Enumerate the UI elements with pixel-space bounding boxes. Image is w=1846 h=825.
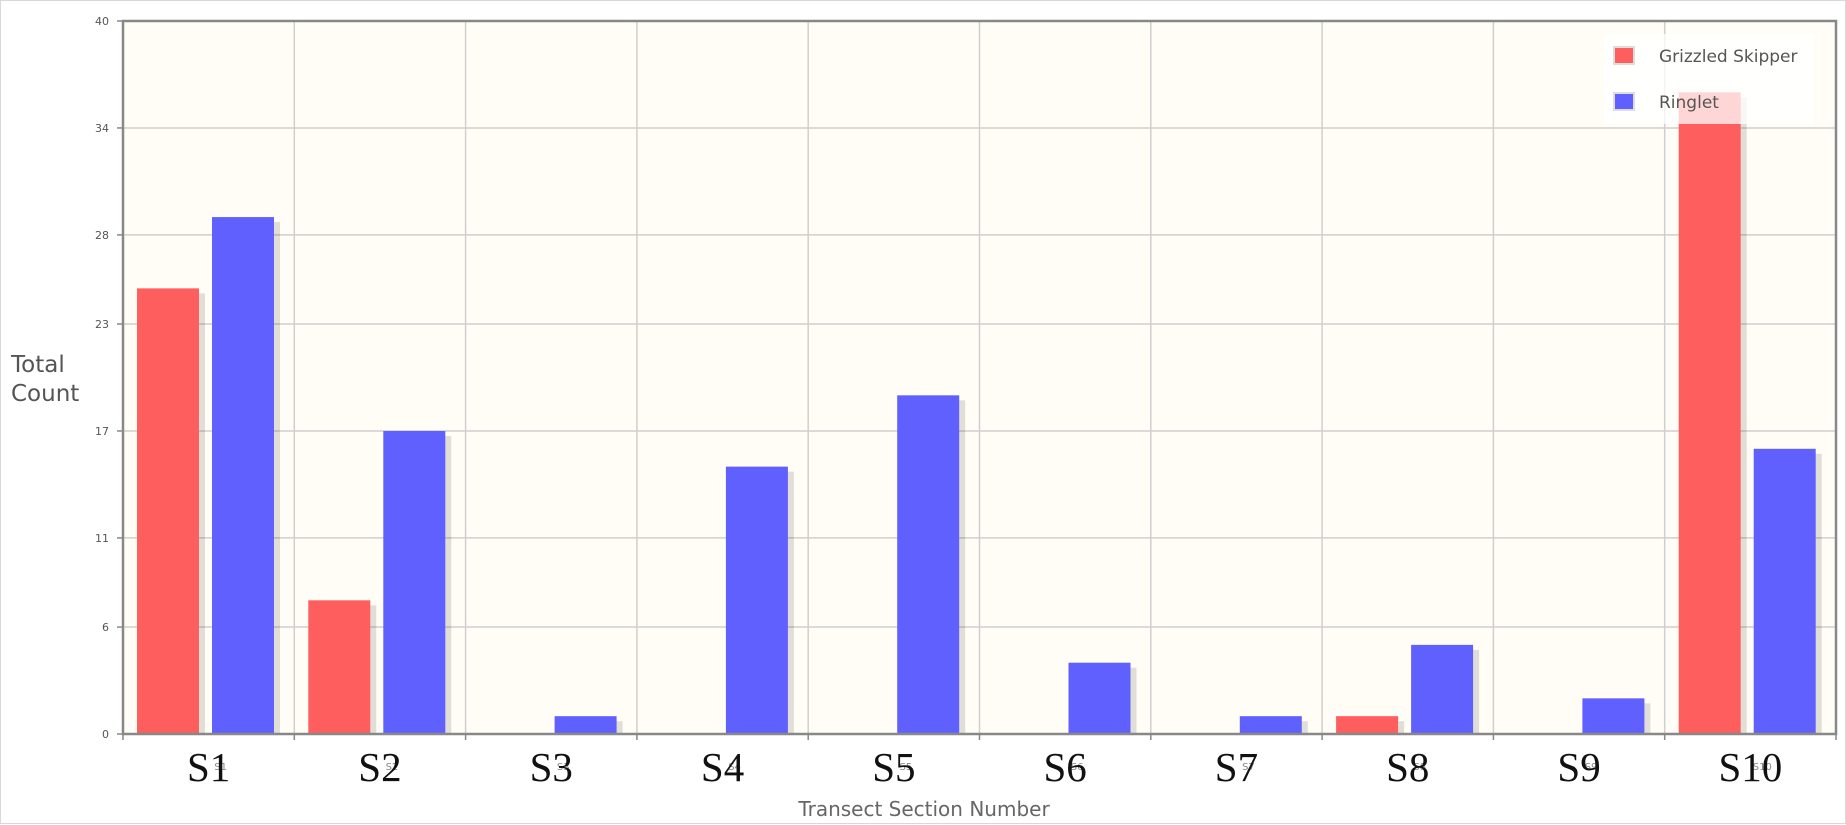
bar-grizzled-skipper-s8 bbox=[1336, 716, 1399, 734]
y-tick-labels: 0 6 11 17 23 28 34 40 bbox=[95, 15, 109, 741]
x-tick-label-small: S5 bbox=[899, 762, 912, 773]
x-tick-label-small: S2 bbox=[386, 762, 399, 773]
x-tick-label-small: S7 bbox=[1242, 762, 1255, 773]
x-tick-label: S5 bbox=[872, 744, 915, 790]
bar-ringlet-s4 bbox=[725, 466, 788, 734]
x-tick-label-small: S9 bbox=[1585, 762, 1598, 773]
x-tick-label: S2 bbox=[358, 744, 401, 790]
x-tick-label: S6 bbox=[1043, 744, 1086, 790]
x-tick-label: S4 bbox=[701, 744, 744, 790]
bar-ringlet-s9 bbox=[1582, 698, 1645, 734]
y-axis-label: Total Count bbox=[11, 351, 79, 409]
bar-ringlet-s2 bbox=[383, 430, 446, 734]
x-tick-label: S8 bbox=[1386, 744, 1429, 790]
bar-ringlet-s3 bbox=[554, 716, 617, 734]
x-tick-label: S7 bbox=[1215, 744, 1258, 790]
bar-ringlet-s6 bbox=[1068, 662, 1131, 734]
y-tick-label: 0 bbox=[102, 728, 109, 741]
x-tick-label: S9 bbox=[1557, 744, 1600, 790]
y-tick-label: 28 bbox=[95, 229, 109, 242]
x-tick-label: S1 bbox=[187, 744, 230, 790]
x-tick-label-small: S10 bbox=[1753, 762, 1772, 773]
x-tick-label-small: S1 bbox=[214, 762, 227, 773]
x-tick-label: S3 bbox=[530, 744, 573, 790]
legend-label: Grizzled Skipper bbox=[1659, 47, 1798, 67]
x-tick-label-small: S4 bbox=[728, 762, 741, 773]
legend-label: Ringlet bbox=[1659, 93, 1719, 113]
bar-grizzled-skipper-s2 bbox=[308, 600, 371, 734]
x-tick-label: S10 bbox=[1718, 744, 1782, 790]
bar-ringlet-s1 bbox=[212, 217, 274, 734]
x-tick-label-small: S3 bbox=[557, 762, 570, 773]
legend-swatch bbox=[1613, 46, 1635, 65]
legend: Grizzled Skipper Ringlet bbox=[1604, 34, 1814, 124]
legend-box bbox=[1604, 34, 1814, 124]
x-axis-label: Transect Section Number bbox=[798, 797, 1050, 821]
y-axis-label-line-2: Count bbox=[11, 381, 80, 407]
bar-ringlet-s8 bbox=[1411, 644, 1474, 734]
y-axis-label-line-1: Total bbox=[11, 352, 65, 378]
y-tick-label: 6 bbox=[102, 621, 109, 634]
y-tick-label: 34 bbox=[95, 122, 109, 135]
bar-grizzled-skipper-s10 bbox=[1678, 92, 1741, 735]
axes bbox=[117, 19, 1838, 740]
y-tick-label: 11 bbox=[95, 532, 109, 545]
y-tick-label: 23 bbox=[95, 318, 109, 331]
bar-ringlet-s7 bbox=[1239, 716, 1302, 734]
y-tick-label: 17 bbox=[95, 425, 109, 438]
x-tick-label-small: S6 bbox=[1071, 762, 1084, 773]
bar-grizzled-skipper-s1 bbox=[137, 288, 199, 734]
x-tick-label-small: S8 bbox=[1413, 762, 1426, 773]
bars bbox=[137, 92, 1822, 735]
bar-ringlet-s5 bbox=[897, 395, 960, 734]
legend-swatch bbox=[1613, 92, 1635, 111]
bar-ringlet-s10 bbox=[1753, 448, 1816, 734]
y-tick-label: 40 bbox=[95, 15, 109, 28]
